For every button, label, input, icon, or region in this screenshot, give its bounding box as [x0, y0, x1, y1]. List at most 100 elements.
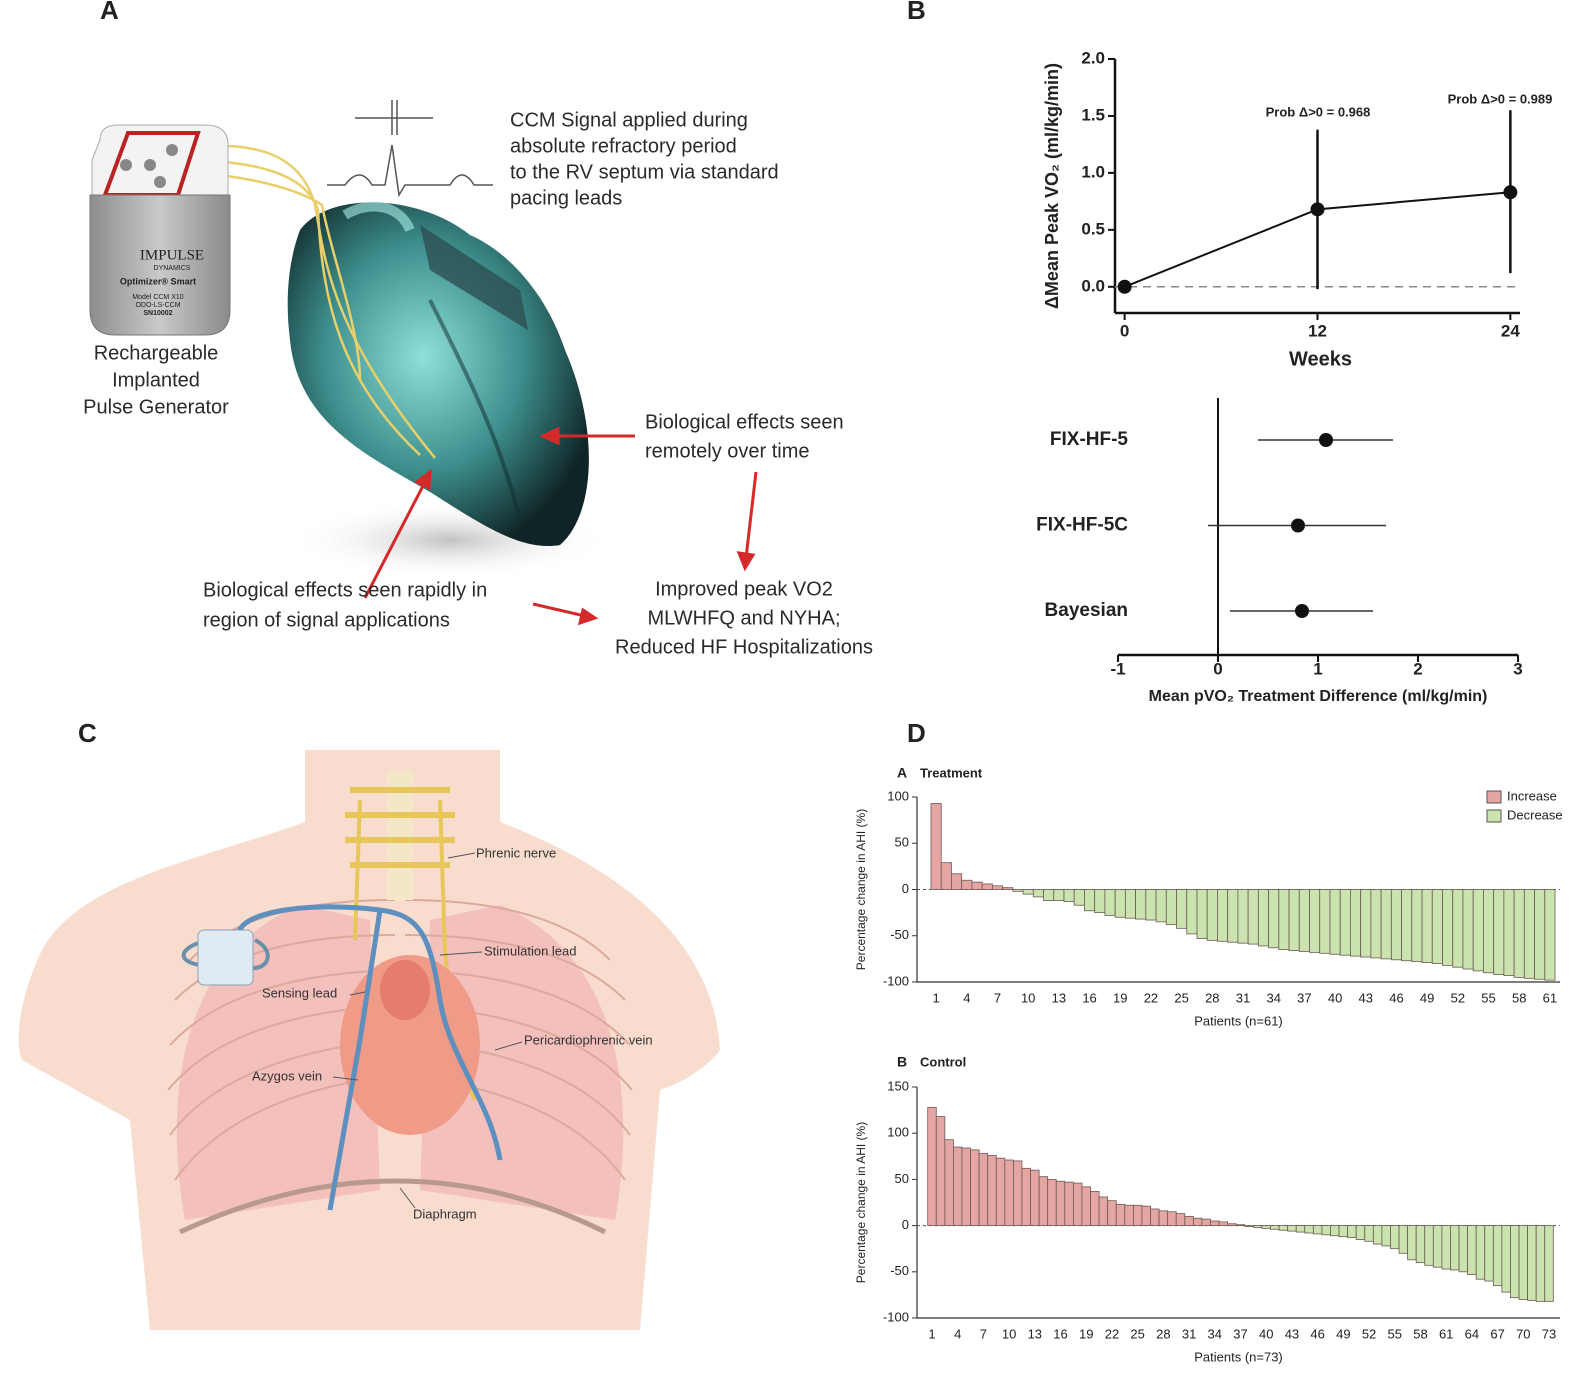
- bar: [1252, 1225, 1263, 1228]
- panel-label: D: [907, 718, 926, 748]
- bar: [1278, 889, 1290, 951]
- bar: [1298, 889, 1310, 952]
- bar: [1098, 1196, 1109, 1227]
- text: remotely over time: [645, 440, 810, 462]
- bar: [1534, 889, 1546, 980]
- text: pacing leads: [510, 187, 622, 209]
- leads: [236, 904, 503, 1211]
- bar: [971, 881, 983, 890]
- bar: [1329, 889, 1341, 955]
- arrows: [363, 426, 758, 626]
- panel-label: C: [78, 718, 97, 748]
- bar: [1501, 1225, 1511, 1293]
- bar: [1339, 889, 1351, 956]
- rib: [169, 969, 396, 1046]
- x-tick-label: 37: [1297, 990, 1311, 1005]
- label: Sensing lead: [262, 985, 337, 1000]
- device-port: [120, 159, 132, 171]
- bar: [1107, 1200, 1117, 1226]
- bar: [1503, 889, 1515, 976]
- device-text: Optimizer® Smart: [120, 276, 196, 286]
- chart-title: Treatment: [920, 765, 983, 780]
- bar: [1115, 1203, 1126, 1227]
- lead: [177, 158, 421, 456]
- x-tick-label: 61: [1543, 990, 1557, 1005]
- x-tick-label: 28: [1156, 1326, 1170, 1341]
- ecg-trace: [327, 100, 493, 198]
- panel-label: A: [100, 0, 119, 25]
- arrowhead: [414, 468, 432, 491]
- x-tick-label: 12: [1308, 321, 1327, 340]
- text: Improved peak VO2: [655, 578, 833, 600]
- bar: [1518, 1225, 1529, 1300]
- panel-label: A: [897, 765, 907, 781]
- x-tick-label: 10: [1002, 1326, 1016, 1341]
- bar: [970, 1149, 980, 1227]
- bar: [1090, 1191, 1100, 1226]
- label: Phrenic nerve: [476, 845, 556, 860]
- bar: [1032, 889, 1044, 898]
- point: [1310, 202, 1325, 217]
- bar: [1030, 1169, 1040, 1227]
- y-tick-label: 100: [887, 788, 909, 803]
- leader: [494, 1041, 523, 1051]
- x-tick-label: 1: [932, 990, 939, 1005]
- point: [1295, 604, 1309, 618]
- bar: [1167, 1211, 1177, 1226]
- bar: [1492, 1225, 1503, 1287]
- chart-title: Control: [920, 1054, 966, 1069]
- bar: [1165, 889, 1177, 926]
- bar: [961, 879, 973, 890]
- bar: [1441, 1225, 1451, 1270]
- bar: [1462, 889, 1474, 970]
- bar: [1330, 1225, 1340, 1237]
- text: region of signal applications: [203, 609, 450, 631]
- y-tick-label: -100: [883, 973, 909, 988]
- device-text: Model CCM X10: [132, 294, 183, 301]
- bar: [1132, 1204, 1143, 1226]
- x-axis-label: Patients (n=61): [1194, 1013, 1283, 1028]
- bar: [1432, 1225, 1443, 1268]
- device-text: SN10002: [143, 310, 172, 317]
- bar: [1288, 889, 1300, 951]
- bar: [1411, 889, 1423, 963]
- annotation: Prob Δ>0 = 0.989: [1448, 91, 1553, 106]
- bar: [1493, 889, 1505, 975]
- arrowhead: [736, 551, 756, 572]
- x-tick-label: 37: [1233, 1326, 1247, 1341]
- y-tick-label: 1.0: [1081, 162, 1105, 181]
- bar: [1360, 889, 1372, 958]
- bar: [1510, 1225, 1520, 1299]
- bar: [961, 1147, 971, 1227]
- arrow: [532, 602, 586, 618]
- bar: [1206, 889, 1218, 941]
- bar: [1268, 889, 1280, 949]
- bar: [930, 803, 942, 890]
- bar: [1237, 889, 1249, 944]
- x-tick-label: 55: [1481, 990, 1495, 1005]
- device-text: DYNAMICS: [154, 265, 191, 272]
- bar: [1338, 1225, 1349, 1238]
- bar: [953, 1146, 963, 1227]
- arrow: [363, 481, 427, 599]
- x-tick-label: 43: [1285, 1326, 1299, 1341]
- bar: [1022, 889, 1034, 895]
- point: [1291, 518, 1305, 533]
- rib: [174, 934, 396, 1001]
- x-tick-label: 55: [1388, 1326, 1402, 1341]
- y-tick-label: -100: [883, 1309, 909, 1324]
- x-tick-label: 22: [1105, 1326, 1119, 1341]
- bar: [987, 1154, 997, 1226]
- x-tick-label: 31: [1182, 1326, 1196, 1341]
- lead: [174, 144, 436, 459]
- x-tick-label: 25: [1130, 1326, 1144, 1341]
- x-tick-label: 67: [1490, 1326, 1504, 1341]
- x-tick-label: 19: [1113, 990, 1127, 1005]
- device-text: ODO-LS-CCM: [135, 302, 180, 309]
- x-tick-label: 46: [1310, 1326, 1324, 1341]
- y-tick-label: 100: [887, 1125, 909, 1140]
- label: Stimulation lead: [484, 943, 577, 958]
- text: Biological effects seen: [645, 411, 844, 433]
